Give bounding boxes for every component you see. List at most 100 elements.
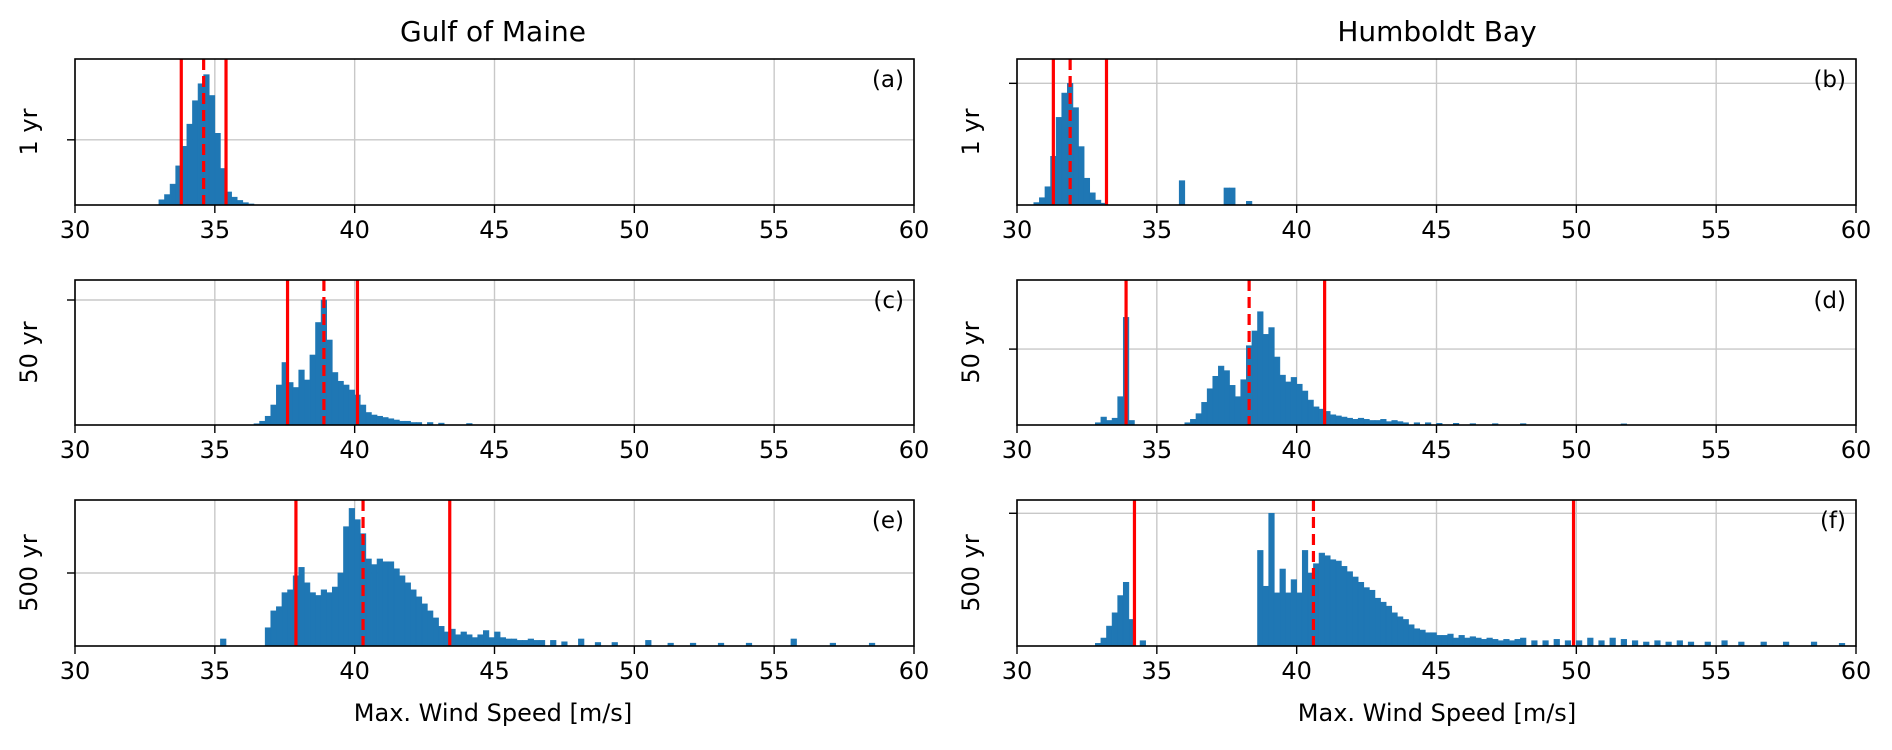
x-tick-label: 50 [1561, 436, 1592, 464]
histogram-bar [1279, 568, 1286, 647]
histogram-bar [365, 558, 372, 647]
histogram-bar [516, 640, 523, 647]
histogram-bar [410, 589, 417, 647]
histogram-bar [1111, 612, 1118, 647]
x-tick-label: 55 [759, 657, 790, 685]
histogram-bar [1425, 632, 1432, 647]
histogram-bar [1240, 379, 1247, 426]
histogram-bar [231, 196, 238, 206]
x-tick-label: 50 [619, 657, 650, 685]
histogram-bar [1469, 636, 1476, 647]
histogram-bar [1441, 635, 1448, 647]
histogram-bar [550, 640, 557, 647]
histogram-bar [1341, 416, 1348, 426]
histogram-bar [1436, 635, 1443, 647]
x-tick-label: 50 [1561, 657, 1592, 685]
histogram-bar [1218, 365, 1225, 426]
histogram-bar [1044, 186, 1051, 206]
x-tick-label: 45 [479, 216, 510, 244]
histogram-bar [1357, 417, 1365, 426]
histogram-bar [337, 572, 344, 647]
histogram-bar [578, 638, 585, 647]
x-tick-label: 40 [339, 436, 370, 464]
histogram-bar [510, 638, 518, 647]
histogram-bar [169, 183, 176, 206]
histogram-bar [276, 606, 283, 647]
histogram-bar [1480, 639, 1488, 647]
histogram-bar [1223, 370, 1230, 426]
y-axis-label: 500 yr [957, 534, 985, 612]
histogram-bar [1301, 390, 1309, 426]
column-title-humboldt-bay: Humboldt Bay [1337, 15, 1536, 48]
histogram-bar [790, 638, 797, 647]
x-tick-label: 40 [339, 657, 370, 685]
panel-label: (f) [1820, 508, 1846, 534]
histogram-bar [309, 592, 316, 647]
histogram-bar [1290, 579, 1297, 647]
histogram-bar [1447, 633, 1454, 647]
histogram-bar [1346, 417, 1353, 426]
histogram-bar [326, 592, 333, 647]
panel-label: (e) [872, 508, 904, 534]
histogram-bar [1492, 639, 1499, 647]
histogram-bar [1296, 383, 1303, 426]
histogram-bar [1117, 595, 1124, 647]
histogram-bar [326, 339, 333, 426]
histogram-bar [1072, 107, 1079, 206]
histogram-bar [1329, 414, 1337, 426]
histogram-bar [1285, 381, 1292, 426]
x-axis-label-left: Max. Wind Speed [m/s] [354, 699, 632, 727]
histogram-bar [1520, 637, 1527, 647]
histogram-bar [365, 412, 372, 426]
histogram-bar [270, 610, 277, 647]
histogram-bar [1039, 197, 1046, 206]
y-axis-label: 50 yr [957, 321, 985, 383]
histogram-bar [371, 564, 378, 647]
histogram-bar [1335, 560, 1342, 647]
histogram-bar [1486, 637, 1493, 647]
histogram-bar [1458, 635, 1465, 647]
histogram-bar [304, 379, 311, 426]
y-axis-label: 1 yr [15, 108, 43, 155]
histogram-bar [393, 568, 400, 647]
x-tick-label: 30 [1002, 657, 1033, 685]
histogram-bar [1251, 330, 1258, 426]
histogram-bar [1290, 377, 1297, 426]
histogram-bar [320, 589, 327, 647]
histogram-bar [387, 418, 395, 426]
histogram-bar [1279, 374, 1286, 426]
x-tick-label: 50 [1561, 216, 1592, 244]
histogram-bar [1335, 415, 1342, 426]
panel-label: (d) [1813, 288, 1846, 314]
y-axis-label: 50 yr [15, 321, 43, 383]
histogram-bar [471, 637, 479, 647]
histogram-bar [477, 634, 484, 647]
histogram-bar [1296, 592, 1303, 647]
histogram-bar [1262, 334, 1270, 426]
histogram-bar [1408, 624, 1415, 647]
histogram-bar [1122, 581, 1130, 647]
histogram-bar [287, 589, 294, 647]
x-tick-label: 40 [339, 216, 370, 244]
x-tick-label: 60 [899, 436, 930, 464]
histogram-bar [1262, 585, 1270, 647]
x-tick-label: 30 [1002, 216, 1033, 244]
histogram-bar [382, 417, 389, 426]
x-tick-label: 55 [759, 216, 790, 244]
histogram-bar [371, 414, 378, 426]
histogram-bar [315, 322, 322, 426]
histogram-bar [1380, 601, 1387, 647]
histogram-bar [1369, 589, 1376, 647]
histogram-bar [1609, 637, 1616, 647]
x-tick-label: 60 [1841, 216, 1872, 244]
x-tick-label: 45 [1421, 436, 1452, 464]
histogram-bar [1452, 637, 1460, 647]
histogram-bar [483, 630, 490, 647]
x-tick-label: 35 [200, 436, 231, 464]
histogram-bar [382, 561, 389, 647]
histogram-bar [1229, 187, 1236, 206]
histogram-bar [1229, 385, 1236, 426]
x-tick-label: 40 [1281, 216, 1312, 244]
histogram-bar [499, 637, 506, 647]
histogram-bar [1078, 146, 1085, 206]
